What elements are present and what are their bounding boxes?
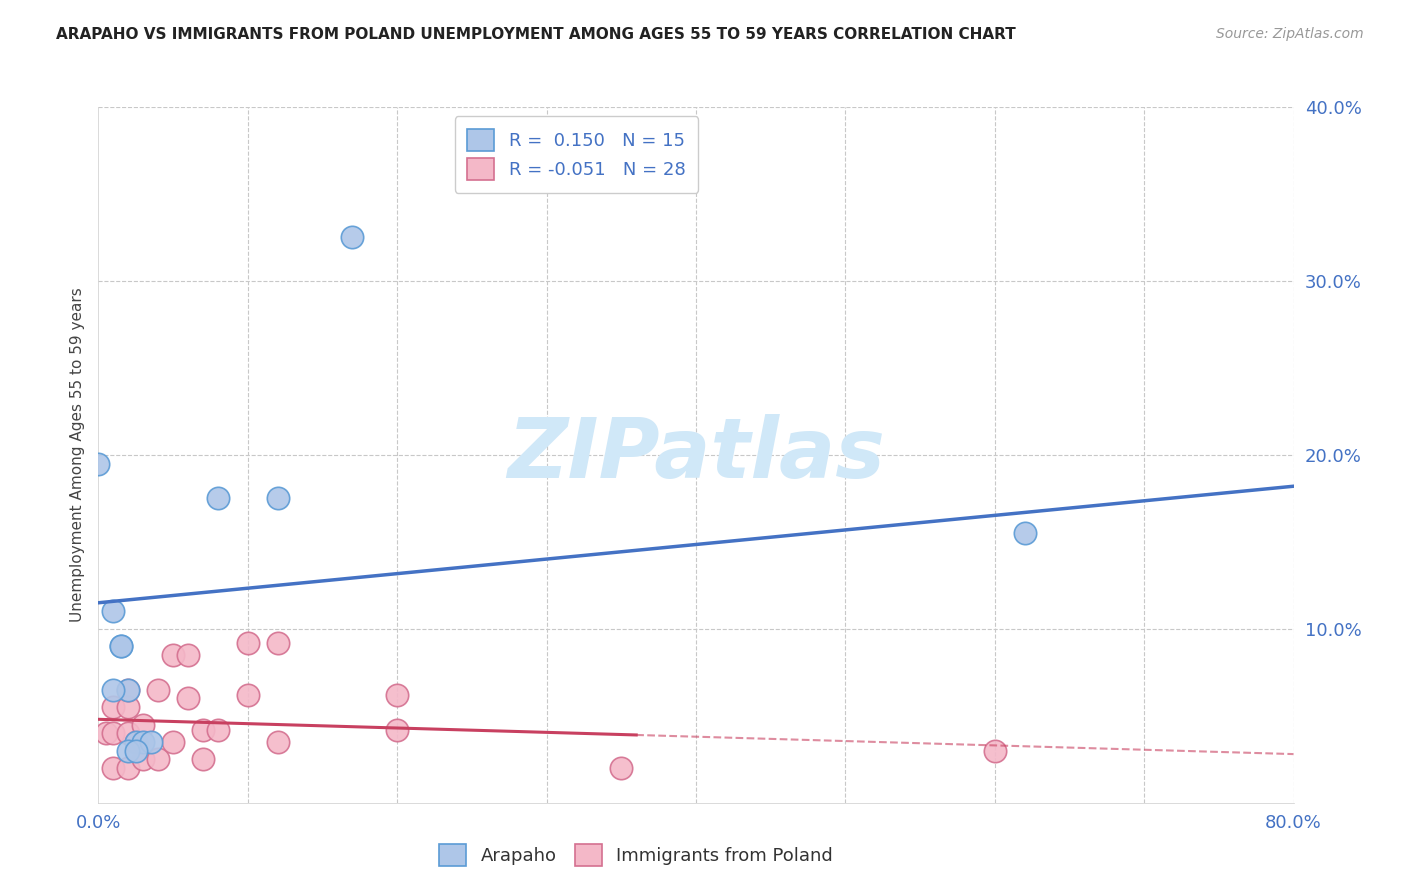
Point xyxy=(125,744,148,758)
Point xyxy=(385,723,409,737)
Point xyxy=(236,636,259,650)
Point xyxy=(132,752,155,766)
Text: Source: ZipAtlas.com: Source: ZipAtlas.com xyxy=(1216,27,1364,41)
Point xyxy=(125,735,148,749)
Point xyxy=(207,723,229,737)
Point xyxy=(148,752,170,766)
Point xyxy=(267,636,290,650)
Point xyxy=(110,639,132,653)
Point xyxy=(103,761,125,775)
Point xyxy=(110,639,132,653)
Point xyxy=(1014,526,1036,541)
Point xyxy=(103,605,125,619)
Point xyxy=(103,726,125,740)
Point xyxy=(117,682,139,697)
Point xyxy=(103,700,125,714)
Point xyxy=(117,761,139,775)
Point xyxy=(207,491,229,506)
Point xyxy=(117,700,139,714)
Text: ARAPAHO VS IMMIGRANTS FROM POLAND UNEMPLOYMENT AMONG AGES 55 TO 59 YEARS CORRELA: ARAPAHO VS IMMIGRANTS FROM POLAND UNEMPL… xyxy=(56,27,1017,42)
Point xyxy=(610,761,633,775)
Point xyxy=(117,726,139,740)
Point xyxy=(139,735,162,749)
Point xyxy=(385,688,409,702)
Point xyxy=(177,648,200,662)
Point xyxy=(94,726,117,740)
Point xyxy=(983,744,1005,758)
Point xyxy=(162,735,184,749)
Y-axis label: Unemployment Among Ages 55 to 59 years: Unemployment Among Ages 55 to 59 years xyxy=(69,287,84,623)
Point xyxy=(342,230,364,244)
Point xyxy=(177,691,200,706)
Point xyxy=(267,491,290,506)
Point xyxy=(117,744,139,758)
Text: ZIPatlas: ZIPatlas xyxy=(508,415,884,495)
Point xyxy=(87,457,110,471)
Point xyxy=(148,682,170,697)
Point xyxy=(191,752,214,766)
Point xyxy=(132,717,155,731)
Legend: Arapaho, Immigrants from Poland: Arapaho, Immigrants from Poland xyxy=(429,833,844,877)
Point xyxy=(267,735,290,749)
Point xyxy=(125,735,148,749)
Point xyxy=(132,735,155,749)
Point xyxy=(236,688,259,702)
Point xyxy=(162,648,184,662)
Point xyxy=(191,723,214,737)
Point xyxy=(103,682,125,697)
Point xyxy=(117,682,139,697)
